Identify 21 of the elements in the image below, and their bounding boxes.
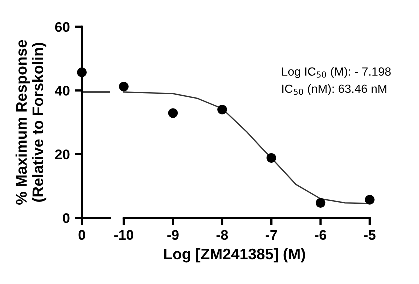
x-tick-label: -9 (168, 230, 179, 240)
x-axis-title: Log [ZM241385] (M) (164, 248, 306, 263)
x-tick-label: -5 (364, 230, 376, 240)
x-tick-label: -6 (315, 230, 326, 240)
point (365, 195, 375, 205)
x-tick-label: -10 (114, 230, 134, 240)
annotation: Log IC$_{50}$ (M): - 7.198 (282, 67, 391, 78)
x-tick-label: -7 (266, 230, 278, 240)
x-tick-label: -8 (216, 230, 228, 240)
point (168, 108, 178, 118)
x-tick-label: 0 (78, 230, 86, 240)
y-tick-label: 0 (63, 213, 70, 224)
point (316, 198, 326, 208)
y-axis-title: % Maximum Response (Relative to Forskolin) (16, 40, 47, 205)
annotation: IC$_{50}$ (nM): 63.46 nM (282, 84, 387, 96)
point (218, 104, 228, 115)
point (266, 153, 276, 164)
y-tick-label: 40 (55, 86, 70, 96)
y-tick-label: 60 (55, 22, 70, 32)
point (119, 82, 129, 92)
y-tick-label: 20 (55, 150, 70, 160)
